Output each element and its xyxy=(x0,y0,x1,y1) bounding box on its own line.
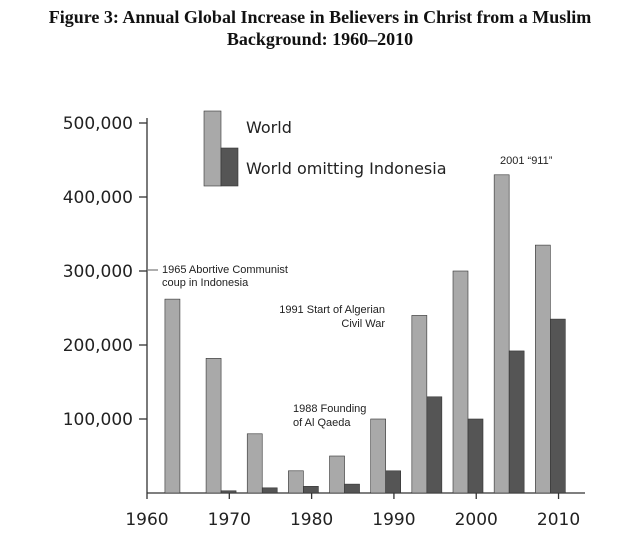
y-tick-label: 500,000 xyxy=(63,114,133,134)
annotation-line: 2001 “911” xyxy=(500,155,553,167)
x-tick-label: 1960 xyxy=(125,510,168,530)
bars xyxy=(164,174,566,494)
annotation-text: 1988 Founding of Al Qaeda xyxy=(293,403,366,429)
legend-swatch-world-omitting-indonesia xyxy=(220,147,239,187)
chart-title-line-1: Figure 3: Annual Global Increase in Beli… xyxy=(48,7,592,27)
y-tick-label: 300,000 xyxy=(63,262,133,282)
bar-world-omitting-indonesia xyxy=(550,318,566,494)
bar-world xyxy=(246,433,263,494)
x-tick-label: 2010 xyxy=(537,510,580,530)
annotation-line: coup in Indonesia xyxy=(162,277,249,289)
annotation-text: 1991 Start of Algerian Civil War xyxy=(279,304,385,330)
x-tick-label: 1990 xyxy=(372,510,415,530)
bar-world-omitting-indonesia xyxy=(426,396,443,494)
bar-world xyxy=(205,358,222,494)
annotation-line: 1991 Start of Algerian xyxy=(279,304,385,316)
legend-label-world-omitting-indonesia: World omitting Indonesia xyxy=(246,159,447,178)
annotation-text: 2001 “911” xyxy=(500,155,553,167)
bar-world-omitting-indonesia xyxy=(385,470,401,494)
x-tick-label: 1980 xyxy=(290,510,333,530)
bar-world xyxy=(164,298,181,494)
annotation-line: 1965 Abortive Communist xyxy=(162,264,288,276)
y-tick-label: 400,000 xyxy=(63,188,133,208)
bar-world-omitting-indonesia xyxy=(467,418,484,494)
annotation-line: 1988 Founding xyxy=(293,403,366,415)
bar-world xyxy=(370,418,386,494)
bar-world-omitting-indonesia xyxy=(344,483,360,494)
legend: World World omitting Indonesia xyxy=(203,110,447,187)
x-tick-label: 2000 xyxy=(455,510,498,530)
bar-world xyxy=(493,174,510,494)
annotation-line: Civil War xyxy=(341,318,385,330)
chart-title: Figure 3: Annual Global Increase in Beli… xyxy=(0,6,640,50)
chart-title-line-2: Background: 1960–2010 xyxy=(226,29,414,49)
annotation-line: of Al Qaeda xyxy=(293,417,351,429)
bar-world xyxy=(329,455,345,494)
y-tick-label: 200,000 xyxy=(63,336,133,356)
x-tick-label: 1970 xyxy=(208,510,251,530)
bar-world xyxy=(288,470,304,494)
y-tick-label: 100,000 xyxy=(63,410,133,430)
bar-world-omitting-indonesia xyxy=(303,486,319,494)
annotation-text: 1965 Abortive Communist coup in Indonesia xyxy=(162,264,288,289)
bar-world-omitting-indonesia xyxy=(261,487,278,494)
bar-world-omitting-indonesia xyxy=(220,490,237,494)
bar-world xyxy=(411,315,428,494)
legend-swatch-world xyxy=(203,110,222,187)
annotations: 1965 Abortive Communist coup in Indonesia… xyxy=(148,155,553,429)
bar-world xyxy=(452,270,469,494)
bar-world-omitting-indonesia xyxy=(508,350,525,494)
legend-label-world: World xyxy=(246,118,292,137)
bar-world xyxy=(535,244,551,494)
